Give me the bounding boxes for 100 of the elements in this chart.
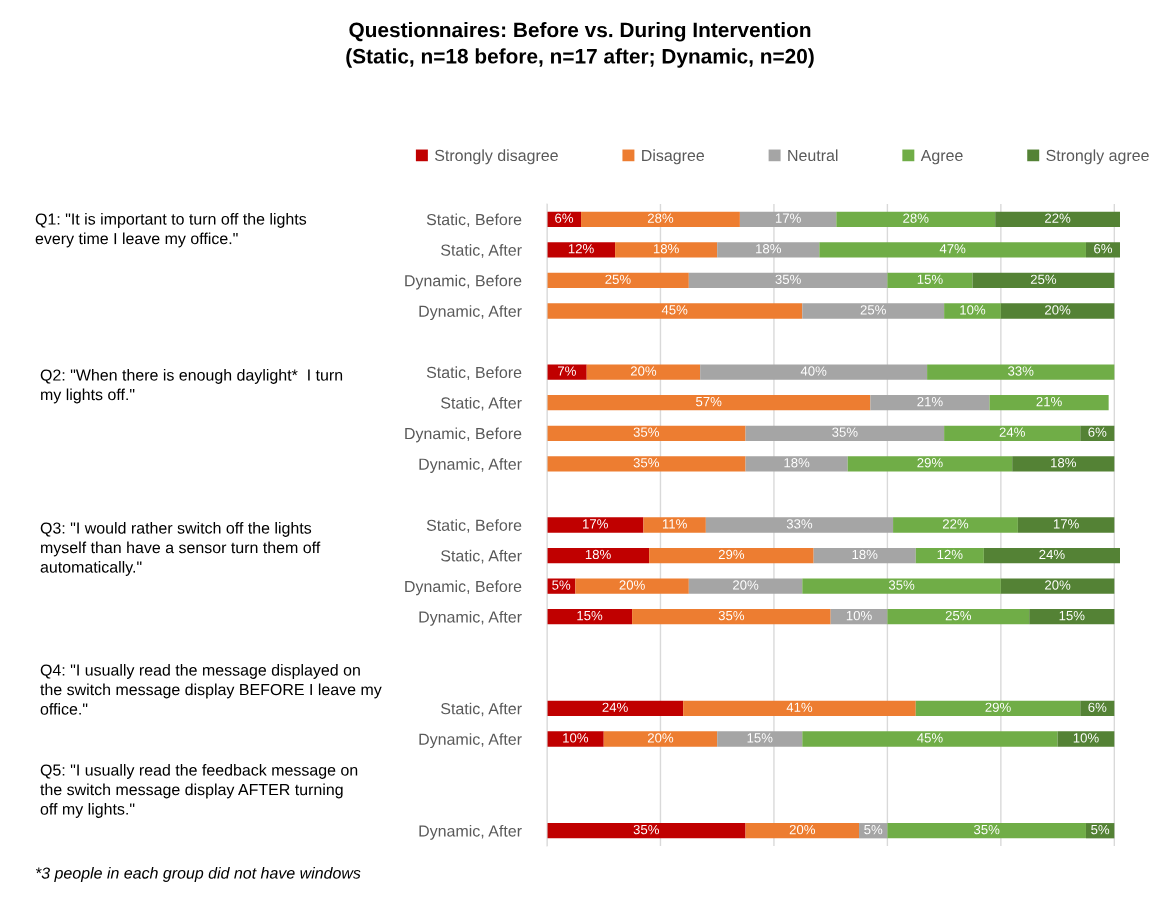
bar xyxy=(944,303,1001,319)
bar xyxy=(983,547,1120,564)
bar xyxy=(813,547,916,564)
y-tick-label: Dynamic, Before xyxy=(405,427,522,443)
bar xyxy=(745,823,860,839)
data-label: 15% xyxy=(747,733,773,743)
data-label: 25% xyxy=(1030,274,1057,284)
y-tick-label: Dynamic, After xyxy=(419,610,522,626)
legend-label: Neutral xyxy=(788,149,838,162)
legend-label: Disagree xyxy=(642,149,705,165)
data-label: 35% xyxy=(832,427,858,437)
data-label: 17% xyxy=(775,213,801,223)
y-tick-label: Dynamic, After xyxy=(419,733,522,749)
text: Q1: "It is important to turn off the lights every time I leave my office." xyxy=(35,213,307,248)
y-tick-label: Static, Before xyxy=(426,519,522,533)
data-label: 25% xyxy=(860,305,886,315)
data-label: 21% xyxy=(1036,396,1062,407)
data-label: 35% xyxy=(888,580,915,590)
data-label: 28% xyxy=(903,213,929,223)
data-label: 6% xyxy=(1088,702,1107,712)
data-label: 35% xyxy=(633,427,660,437)
y-tick-label: Static, Before xyxy=(426,366,522,380)
data-label: 18% xyxy=(653,244,679,254)
data-label: 10% xyxy=(960,305,986,315)
bar xyxy=(717,242,820,258)
bar xyxy=(915,700,1081,717)
bar xyxy=(989,395,1109,411)
data-label: 15% xyxy=(917,274,943,284)
bar xyxy=(547,395,871,411)
y-tick-label: Dynamic, After xyxy=(419,458,522,473)
text: *3 people in each group did not have windows xyxy=(35,867,361,882)
data-label: 35% xyxy=(775,274,801,284)
data-label: 22% xyxy=(942,519,969,529)
bar xyxy=(1017,517,1115,533)
data-label: 20% xyxy=(630,366,657,376)
bar xyxy=(649,547,814,564)
bar xyxy=(915,547,984,564)
data-label: 33% xyxy=(1008,366,1034,376)
y-tick-label: Static, After xyxy=(441,549,522,564)
bar xyxy=(927,364,1115,380)
data-label: 5% xyxy=(1091,824,1110,835)
bar xyxy=(643,517,706,533)
data-label: 25% xyxy=(605,274,631,284)
y-tick-label: Static, Before xyxy=(426,213,522,228)
bar xyxy=(887,823,1086,839)
bar xyxy=(1057,731,1115,747)
data-label: 29% xyxy=(985,702,1011,712)
bar xyxy=(547,517,644,533)
bar xyxy=(603,731,718,747)
y-tick-label: Dynamic, Before xyxy=(405,580,522,596)
bar xyxy=(547,456,746,472)
data-label: 20% xyxy=(1045,305,1071,315)
bar xyxy=(615,242,718,258)
text: Q4: "I usually read the message displayed on the switch message display BEFORE I leave my office." xyxy=(40,664,382,715)
bar xyxy=(995,211,1120,227)
bar xyxy=(802,303,945,319)
data-label: 45% xyxy=(661,305,688,315)
data-label: 29% xyxy=(917,458,943,468)
data-label: 24% xyxy=(602,702,628,712)
bar xyxy=(972,272,1115,289)
data-label: 18% xyxy=(852,549,878,560)
data-label: 6% xyxy=(555,213,574,223)
bar xyxy=(1000,303,1115,319)
bar xyxy=(745,456,848,472)
bar xyxy=(944,425,1081,441)
bar xyxy=(887,609,1030,625)
bar xyxy=(581,211,740,227)
data-label: 25% xyxy=(945,610,972,621)
bar xyxy=(547,547,650,564)
bar xyxy=(688,578,803,594)
data-label: 15% xyxy=(577,610,603,621)
bar xyxy=(705,517,894,533)
bar xyxy=(739,211,837,227)
bar xyxy=(802,578,1001,594)
data-label: 20% xyxy=(647,733,674,743)
data-label: 33% xyxy=(786,519,813,529)
y-tick-label: Dynamic, After xyxy=(419,824,522,840)
bar xyxy=(586,364,701,380)
data-label: 24% xyxy=(999,427,1025,437)
data-label: 41% xyxy=(786,702,813,712)
y-tick-label: Dynamic, After xyxy=(419,305,522,321)
bar xyxy=(547,731,604,747)
legend-label: Strongly agree xyxy=(1046,149,1149,165)
bar xyxy=(847,456,1013,472)
bar xyxy=(547,823,746,839)
text: Q5: "I usually read the feedback message on the switch message display AFTER turning off my lights." xyxy=(40,764,358,818)
bar xyxy=(632,609,831,625)
data-label: 57% xyxy=(696,396,722,407)
legend-label: Strongly disagree xyxy=(434,149,558,165)
text: Q3: "I would rather switch off the lights myself than have a sensor turn them off automatically." xyxy=(40,522,321,576)
data-label: 28% xyxy=(647,213,674,223)
y-tick-label: Dynamic, Before xyxy=(405,274,522,290)
data-label: 18% xyxy=(784,458,810,468)
legend-label: Agree xyxy=(920,149,963,165)
bar xyxy=(836,211,996,227)
bar xyxy=(547,700,684,717)
bar xyxy=(547,609,633,625)
bar xyxy=(802,731,1058,747)
bar xyxy=(700,364,928,380)
bar xyxy=(575,578,689,594)
